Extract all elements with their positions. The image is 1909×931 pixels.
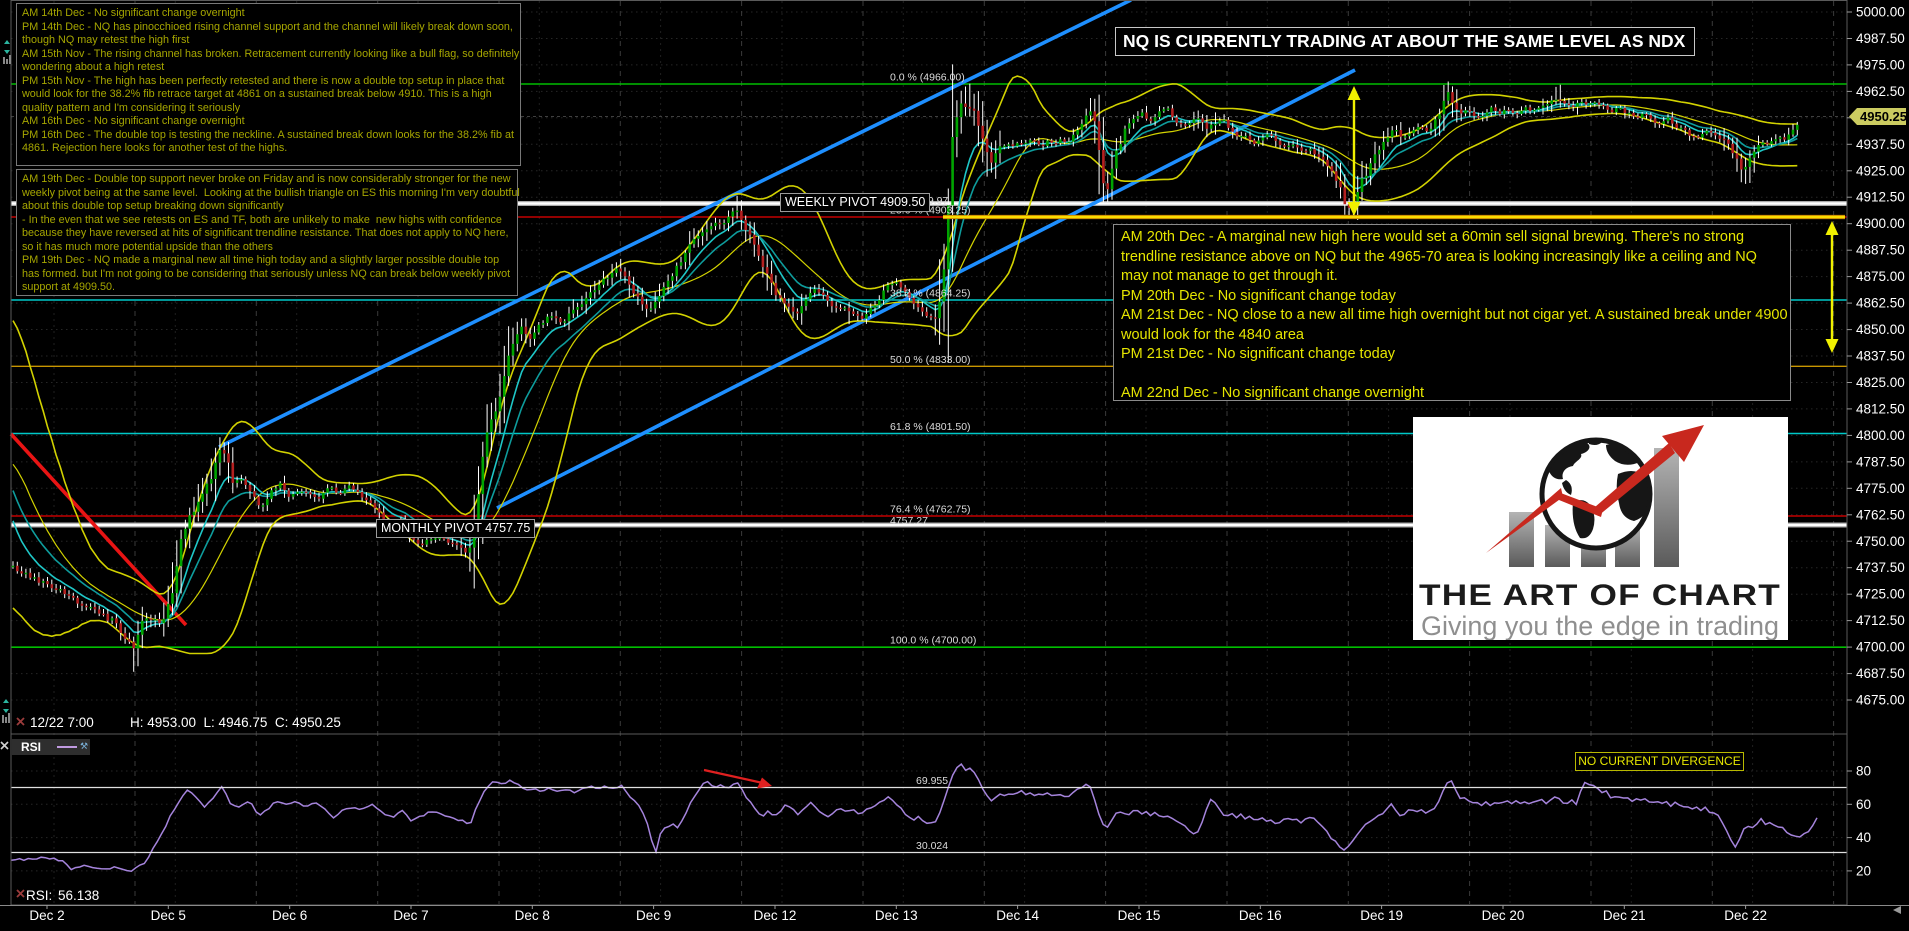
svg-text:4725.00: 4725.00: [1856, 587, 1905, 602]
svg-text:Dec 20: Dec 20: [1482, 908, 1525, 923]
svg-text:4987.50: 4987.50: [1856, 31, 1905, 46]
svg-text:30.024: 30.024: [916, 840, 948, 852]
svg-text:4837.50: 4837.50: [1856, 349, 1905, 364]
svg-text:76.4 % (4762.75): 76.4 % (4762.75): [890, 504, 971, 516]
svg-text:4825.00: 4825.00: [1856, 375, 1905, 390]
svg-text:80: 80: [1856, 764, 1871, 779]
svg-text:4937.50: 4937.50: [1856, 137, 1905, 152]
svg-text:40: 40: [1856, 830, 1871, 845]
svg-text:4800.00: 4800.00: [1856, 428, 1905, 443]
svg-text:4687.50: 4687.50: [1856, 666, 1905, 681]
svg-text:4962.50: 4962.50: [1856, 84, 1905, 99]
svg-text:Dec 5: Dec 5: [151, 908, 186, 923]
svg-text:THE ART OF CHART: THE ART OF CHART: [1419, 579, 1781, 612]
svg-text:Dec 19: Dec 19: [1360, 908, 1403, 923]
svg-text:4757.27: 4757.27: [890, 515, 928, 527]
svg-text:4875.00: 4875.00: [1856, 269, 1905, 284]
svg-text:Dec 7: Dec 7: [393, 908, 428, 923]
svg-text:4850.00: 4850.00: [1856, 322, 1905, 337]
svg-text:100.0 % (4700.00): 100.0 % (4700.00): [890, 635, 976, 647]
svg-text:50.0 % (4833.00): 50.0 % (4833.00): [890, 354, 971, 366]
svg-text:Giving you the edge in trading: Giving you the edge in trading: [1421, 611, 1779, 640]
svg-text:Dec 9: Dec 9: [636, 908, 671, 923]
svg-text:4975.00: 4975.00: [1856, 57, 1905, 72]
svg-text:Dec 12: Dec 12: [754, 908, 797, 923]
svg-text:56.138: 56.138: [58, 888, 99, 903]
svg-text:20: 20: [1856, 863, 1871, 878]
svg-text:4700.00: 4700.00: [1856, 640, 1905, 655]
svg-text:Dec 8: Dec 8: [515, 908, 550, 923]
svg-text:Dec 13: Dec 13: [875, 908, 918, 923]
svg-text:Dec 6: Dec 6: [272, 908, 307, 923]
svg-text:4712.50: 4712.50: [1856, 613, 1905, 628]
svg-text:60: 60: [1856, 797, 1871, 812]
svg-text:4862.50: 4862.50: [1856, 296, 1905, 311]
svg-text:4900.00: 4900.00: [1856, 216, 1905, 231]
svg-text:4912.50: 4912.50: [1856, 190, 1905, 205]
svg-text:4812.50: 4812.50: [1856, 401, 1905, 416]
svg-text:38.2 % (4864.25): 38.2 % (4864.25): [890, 288, 971, 300]
svg-text:4762.50: 4762.50: [1856, 507, 1905, 522]
svg-text:Dec 16: Dec 16: [1239, 908, 1282, 923]
svg-text:4925.00: 4925.00: [1856, 163, 1905, 178]
svg-text:Dec 22: Dec 22: [1724, 908, 1767, 923]
svg-text:4750.00: 4750.00: [1856, 534, 1905, 549]
svg-text:5000.00: 5000.00: [1856, 5, 1905, 20]
svg-text:Dec 21: Dec 21: [1603, 908, 1646, 923]
svg-text:12/22 7:00: 12/22 7:00: [30, 715, 94, 730]
svg-text:4737.50: 4737.50: [1856, 560, 1905, 575]
svg-text:69.955: 69.955: [916, 775, 948, 787]
svg-text:61.8 % (4801.50): 61.8 % (4801.50): [890, 421, 971, 433]
svg-text:4787.50: 4787.50: [1856, 454, 1905, 469]
svg-text:4675.00: 4675.00: [1856, 693, 1905, 708]
svg-text:4950.25: 4950.25: [1860, 109, 1907, 124]
svg-text:H: 4953.00 L: 4946.75 C: 495: H: 4953.00 L: 4946.75 C: 4950.25: [130, 715, 341, 730]
svg-text:4775.00: 4775.00: [1856, 481, 1905, 496]
svg-text:Dec 2: Dec 2: [29, 908, 64, 923]
svg-text:Dec 14: Dec 14: [996, 908, 1039, 923]
svg-text:4887.50: 4887.50: [1856, 243, 1905, 258]
svg-text:0.0 % (4966.00): 0.0 % (4966.00): [890, 72, 965, 84]
svg-text:RSI:: RSI:: [26, 888, 52, 903]
svg-text:Dec 15: Dec 15: [1118, 908, 1161, 923]
